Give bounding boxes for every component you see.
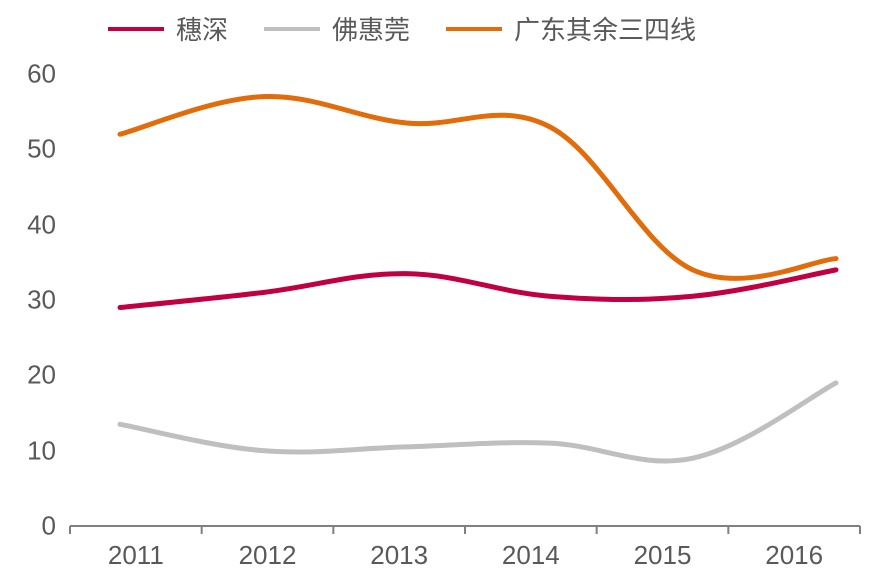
y-axis-label: 30 <box>27 285 56 316</box>
x-axis-label: 2013 <box>370 540 428 571</box>
x-axis-label: 2014 <box>502 540 560 571</box>
legend-label: 穗深 <box>176 10 228 47</box>
x-axis-label: 2015 <box>634 540 692 571</box>
legend-label: 广东其余三四线 <box>514 10 696 47</box>
x-axis-label: 2016 <box>765 540 823 571</box>
y-axis-label: 40 <box>27 209 56 240</box>
legend-label: 佛惠莞 <box>332 10 410 47</box>
legend-item: 佛惠莞 <box>264 10 410 47</box>
y-axis-label: 0 <box>42 511 56 542</box>
line-chart: 穗深佛惠莞广东其余三四线2011201220132014201520160102… <box>0 0 870 586</box>
legend-item: 广东其余三四线 <box>446 10 696 47</box>
legend-item: 穗深 <box>108 10 228 47</box>
legend-swatch <box>264 27 320 31</box>
series-line <box>120 96 836 278</box>
legend-swatch <box>108 27 164 31</box>
legend-swatch <box>446 27 502 31</box>
series-line <box>120 270 836 308</box>
plot-svg <box>70 74 860 536</box>
y-axis-label: 50 <box>27 134 56 165</box>
x-axis-label: 2012 <box>239 540 297 571</box>
y-axis-label: 20 <box>27 360 56 391</box>
plot-area: 2011201220132014201520160102030405060 <box>70 74 860 526</box>
x-axis-label: 2011 <box>108 540 164 571</box>
y-axis-label: 10 <box>27 435 56 466</box>
legend: 穗深 佛惠莞 广东其余三四线 <box>108 10 870 47</box>
series-line <box>120 383 836 461</box>
y-axis-label: 60 <box>27 59 56 90</box>
